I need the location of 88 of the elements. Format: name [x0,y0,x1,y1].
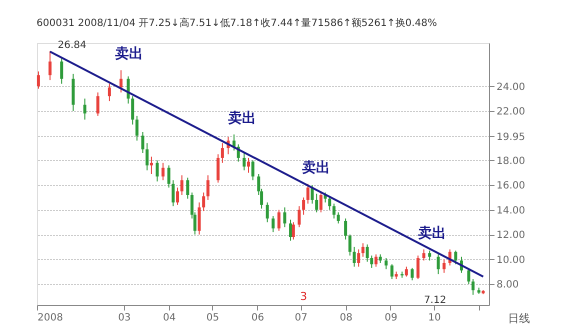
candlestick [404,266,408,278]
candlestick [416,255,420,280]
annotation: 卖出 [228,110,256,126]
y-tick-label: 22.00 [496,106,526,118]
x-tick-label: 07 [294,312,308,324]
candlestick [467,268,470,284]
candlestick [120,70,123,93]
candlestick [410,267,414,281]
candlestick [361,242,364,258]
candlestick [315,193,318,213]
candlestick [108,83,111,102]
candlestick [348,234,352,256]
candlestick [428,250,432,262]
candlestick [384,258,388,270]
annotation: 卖出 [418,225,446,242]
x-tick-label: 10 [428,312,441,324]
candlestick [298,206,301,228]
candlestick [436,254,440,275]
candlestick [96,92,100,116]
candlestick [344,218,348,240]
y-tick-label: 8.00 [496,279,519,290]
candlestick [472,278,475,296]
candlestick [352,246,356,268]
candlestick [156,160,159,182]
candlestick [366,244,369,262]
candlestick [186,177,190,200]
annotation: 卖出 [115,46,144,62]
y-tick-label: 18.00 [496,156,526,167]
candlestick [60,57,64,84]
candlestick [167,164,170,188]
candlestick [162,162,165,181]
candlestick [422,248,426,262]
text: 日线 [508,312,530,325]
candlestick [454,250,458,265]
candlestick [206,174,210,200]
candlestick [220,142,224,164]
candlestick [216,154,220,184]
annotation: 卖出 [302,160,330,176]
candlestick [302,196,306,216]
candlestick [332,203,336,219]
candlestick [202,192,206,212]
x-tick-label: 05 [206,312,220,324]
annotation: 7.12 [424,294,446,306]
y-tick-label: 14.00 [496,205,526,216]
candlestick [247,157,250,174]
y-tick-label: 12.00 [496,230,526,242]
y-tick-label: 16.00 [496,180,526,192]
candlestick [292,222,295,240]
candlestick [277,209,280,232]
candlestick [336,212,340,224]
candlestick [370,255,374,268]
candlestick [180,174,184,196]
candlestick [242,152,246,171]
candlestick [251,160,254,181]
candlestick [357,248,360,268]
candlestick [390,264,394,280]
candlestick [442,258,446,274]
candlestick [266,202,269,223]
annotation: 26.84 [58,40,86,52]
candlestick [83,98,86,120]
candlestick [176,187,180,206]
candlestick [48,50,52,81]
x-tick-label: 03 [118,312,131,324]
annotation: 3 [300,290,308,303]
x-tick-label: 2008 [38,312,63,324]
candlestick [141,131,144,154]
candlestick [289,219,292,242]
y-tick-label: 10.00 [496,254,526,266]
x-tick-label: 06 [251,312,264,324]
y-tick-label: 19.95 [496,132,526,143]
x-tick-label: 09 [384,312,398,324]
candlestick [374,254,378,268]
candlestick [135,115,138,142]
candlestick [319,190,322,213]
y-tick-label: 24.00 [496,82,526,93]
chart-subtitle: 600031 2008/11/04 开7.25↓高7.51↓低7.18↑收7.44↑量71586↑额5261↑换0.48% [36,17,438,30]
candlestick [198,202,201,236]
x-tick-label: 08 [340,312,352,324]
x-tick-label: 04 [162,312,176,324]
candlestick [272,216,275,233]
candlestick [172,180,175,207]
candlestick [36,70,40,90]
candlestick [283,206,286,228]
candlestick [150,156,153,174]
candlestick [131,96,134,126]
candlestick [328,196,332,210]
candlestick [146,142,149,171]
candlestick [306,183,310,204]
